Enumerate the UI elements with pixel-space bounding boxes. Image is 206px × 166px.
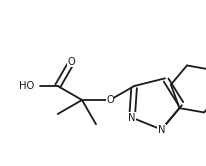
- Text: N: N: [128, 113, 136, 123]
- Text: O: O: [106, 95, 114, 105]
- Text: N: N: [158, 124, 165, 135]
- Text: HO: HO: [19, 81, 34, 91]
- Text: O: O: [68, 57, 76, 67]
